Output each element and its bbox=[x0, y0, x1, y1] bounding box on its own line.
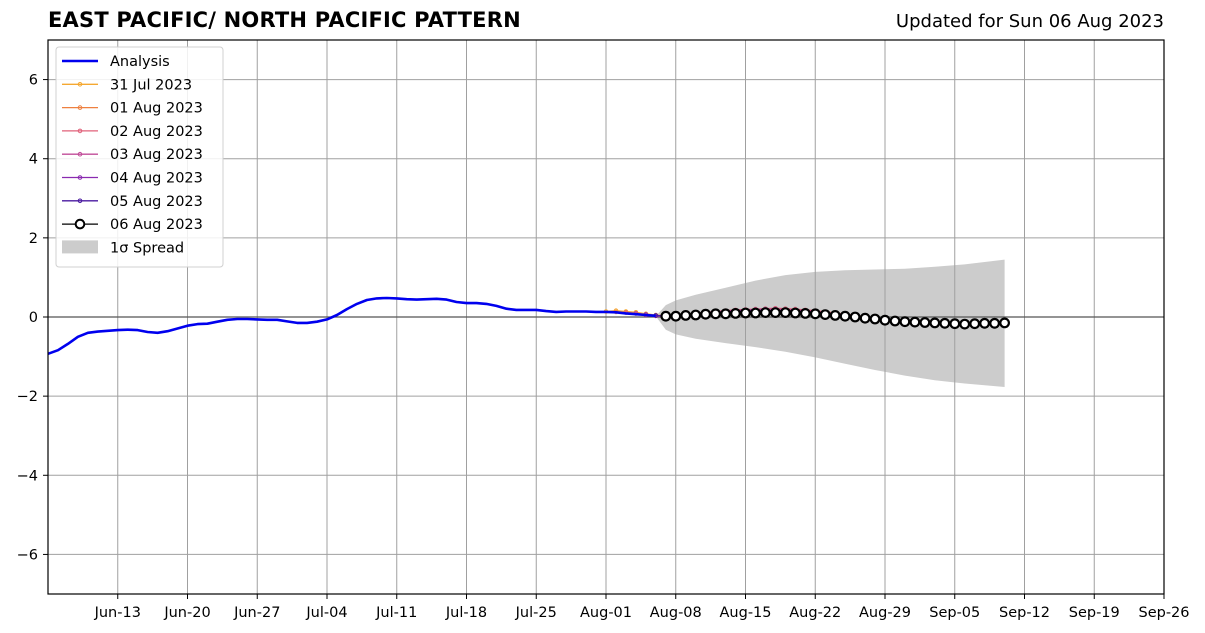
x-tick-label: Jul-18 bbox=[445, 605, 487, 621]
legend-marker bbox=[74, 218, 86, 230]
data-point bbox=[889, 315, 901, 327]
legend-marker bbox=[77, 198, 83, 204]
x-tick-label: Sep-26 bbox=[1138, 605, 1189, 621]
data-point bbox=[969, 318, 981, 330]
data-point bbox=[939, 317, 951, 329]
spread-layer bbox=[655, 259, 1005, 387]
x-tick-label: Jul-11 bbox=[375, 605, 417, 621]
data-point bbox=[760, 307, 771, 319]
x-tick-label: Jul-25 bbox=[515, 605, 557, 621]
x-tick-label: Aug-08 bbox=[650, 605, 702, 621]
data-point bbox=[730, 308, 741, 319]
data-point bbox=[680, 310, 692, 321]
x-tick-label: Jul-04 bbox=[305, 605, 347, 621]
data-point bbox=[670, 310, 682, 322]
axes-layer: Jun-13 Jun-20 Jun-27 Jul-04 Jul-11 Jul-18 Jul-… bbox=[17, 39, 1190, 621]
y-tick-label: −2 bbox=[17, 389, 38, 405]
data-point bbox=[999, 317, 1010, 329]
legend-marker bbox=[77, 128, 83, 134]
legend-label: 03 Aug 2023 bbox=[110, 147, 203, 163]
series-layer bbox=[47, 296, 1010, 356]
spread-band bbox=[655, 259, 1005, 387]
legend-marker bbox=[77, 151, 83, 157]
updated-date: Updated for Sun 06 Aug 2023 bbox=[895, 11, 1164, 32]
data-point bbox=[849, 311, 861, 323]
chart-title: EAST PACIFIC/ NORTH PACIFIC PATTERN bbox=[48, 8, 521, 32]
data-point bbox=[789, 307, 801, 319]
y-tick-label: −4 bbox=[17, 468, 38, 484]
x-tick-label: Jun-20 bbox=[163, 605, 210, 621]
legend-label: 06 Aug 2023 bbox=[110, 217, 203, 233]
legend-marker bbox=[77, 105, 83, 110]
legend-marker bbox=[77, 82, 83, 87]
data-point bbox=[799, 308, 811, 319]
data-point bbox=[989, 317, 1000, 329]
legend-label: 05 Aug 2023 bbox=[110, 194, 203, 210]
x-tick-label: Jun-13 bbox=[94, 605, 141, 621]
legend-label: 01 Aug 2023 bbox=[110, 101, 203, 117]
legend-label: Analysis bbox=[110, 54, 170, 70]
legend-label: 02 Aug 2023 bbox=[110, 124, 203, 140]
data-point bbox=[949, 318, 961, 330]
data-point bbox=[690, 309, 702, 321]
data-point bbox=[869, 313, 881, 325]
data-point bbox=[700, 308, 711, 320]
data-point bbox=[720, 308, 731, 320]
data-point bbox=[899, 316, 911, 328]
data-point bbox=[750, 307, 761, 319]
legend-box bbox=[55, 46, 224, 268]
data-point bbox=[979, 317, 990, 329]
legend-label: 31 Jul 2023 bbox=[110, 77, 192, 93]
data-point bbox=[740, 307, 751, 319]
data-point bbox=[770, 307, 781, 319]
y-tick-label: 4 bbox=[29, 152, 38, 168]
y-tick-label: 6 bbox=[29, 73, 38, 89]
x-tick-label: Aug-22 bbox=[789, 605, 841, 621]
y-tick-label: 0 bbox=[29, 310, 38, 326]
x-tick-label: Aug-01 bbox=[580, 605, 632, 621]
data-point bbox=[839, 310, 851, 322]
data-point bbox=[780, 307, 791, 319]
data-point bbox=[959, 318, 971, 330]
legend-label: 1σ Spread bbox=[110, 240, 184, 256]
legend-marker bbox=[77, 175, 83, 180]
x-tick-label: Aug-29 bbox=[859, 605, 911, 621]
legend: Analysis 31 Jul 2023 01 Aug 2023 02 Aug 202… bbox=[55, 46, 224, 268]
legend-swatch bbox=[62, 240, 98, 254]
y-tick-label: 2 bbox=[29, 231, 38, 247]
x-tick-label: Jun-27 bbox=[233, 605, 280, 621]
x-tick-label: Aug-15 bbox=[720, 605, 772, 621]
data-point bbox=[809, 308, 821, 320]
data-point bbox=[660, 310, 672, 322]
data-point bbox=[829, 310, 841, 321]
legend-label: 04 Aug 2023 bbox=[110, 171, 203, 187]
data-point bbox=[710, 308, 721, 320]
data-point bbox=[879, 314, 891, 326]
data-point bbox=[919, 317, 931, 328]
series-line bbox=[47, 296, 656, 356]
x-tick-label: Sep-19 bbox=[1069, 605, 1120, 621]
data-point bbox=[859, 312, 871, 324]
x-tick-label: Sep-05 bbox=[929, 605, 980, 621]
data-point bbox=[819, 309, 831, 321]
data-point bbox=[909, 316, 921, 328]
data-point bbox=[929, 317, 941, 329]
x-tick-label: Sep-12 bbox=[999, 605, 1050, 621]
y-tick-label: −6 bbox=[17, 547, 38, 563]
